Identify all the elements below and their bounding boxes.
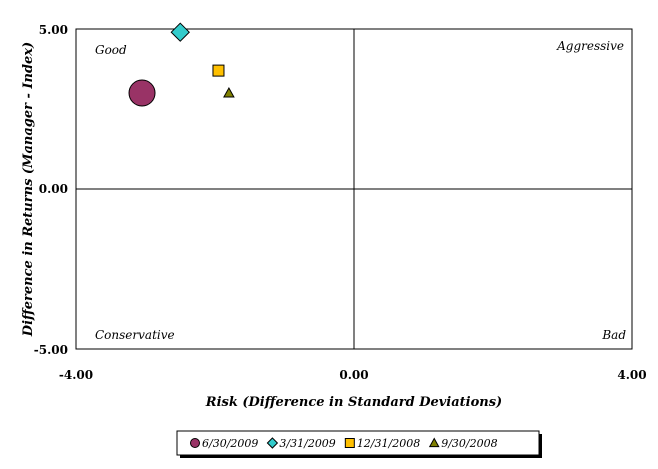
data-point-6-30-2009	[128, 79, 156, 107]
data-point-3-31-2009	[170, 22, 190, 42]
legend-marker-9-30-2008	[428, 437, 440, 448]
legend-label-12-31-2008: 12/31/2008	[357, 437, 420, 450]
x-tick-left: -4.00	[59, 368, 93, 382]
legend: 6/30/2009 3/31/2009 12/31/2008 9/30/2008	[190, 437, 498, 450]
x-tick-right: 4.00	[617, 368, 646, 382]
y-tick-middle: 0.00	[39, 182, 68, 196]
x-axis-title: Risk (Difference in Standard Deviations)	[205, 395, 502, 410]
legend-label-9-30-2008: 9/30/2008	[441, 437, 497, 450]
y-axis-title: Difference in Returns (Manager - Index)	[21, 42, 36, 337]
legend-marker-3-31-2009	[266, 437, 279, 449]
legend-label-6-30-2009: 6/30/2009	[202, 437, 258, 450]
quadrant-label-conservative: Conservative	[95, 328, 175, 342]
y-tick-bottom: -5.00	[34, 343, 68, 357]
quadrant-label-bad: Bad	[601, 328, 626, 342]
legend-box	[176, 430, 540, 456]
legend-label-3-31-2009: 3/31/2009	[279, 437, 335, 450]
legend-marker-6-30-2009	[190, 438, 200, 448]
quadrant-label-good: Good	[95, 43, 127, 57]
quadrant-label-aggressive: Aggressive	[556, 39, 624, 53]
y-tick-top: 5.00	[39, 23, 68, 37]
legend-marker-12-31-2008	[344, 438, 355, 448]
x-tick-middle: 0.00	[339, 368, 368, 382]
data-point-12-31-2008	[212, 64, 225, 77]
data-points	[128, 22, 235, 107]
data-point-9-30-2008	[223, 86, 235, 98]
